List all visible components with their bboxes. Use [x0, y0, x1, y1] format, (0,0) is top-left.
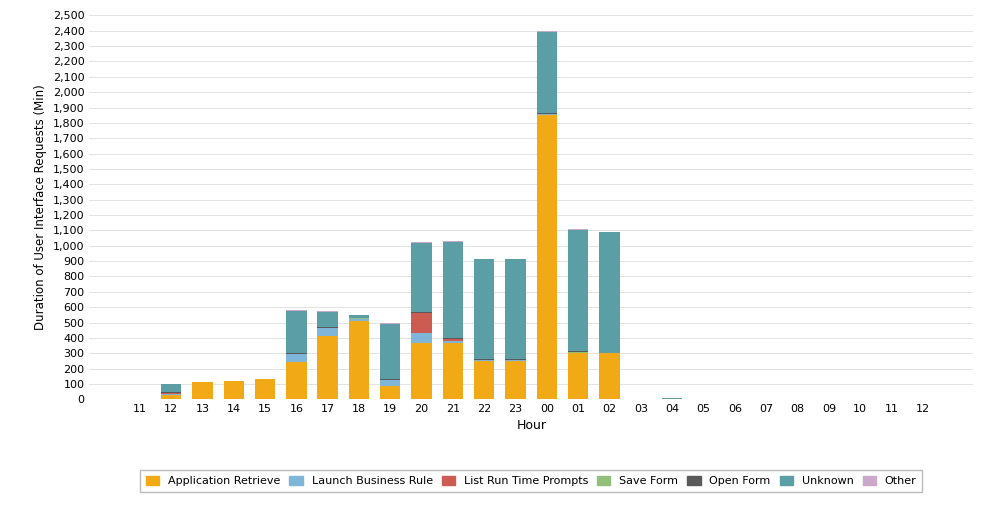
Bar [537, 115, 557, 399]
Bar [443, 343, 463, 399]
Bar [380, 379, 400, 380]
Bar [161, 395, 182, 399]
Bar [568, 230, 589, 351]
Bar [662, 398, 682, 399]
Bar [443, 241, 463, 242]
Y-axis label: Duration of User Interface Requests (Min): Duration of User Interface Requests (Min… [34, 84, 48, 330]
Bar [380, 380, 400, 387]
Bar [600, 353, 620, 399]
Bar [161, 392, 182, 393]
Bar [537, 32, 557, 113]
Bar [349, 321, 369, 399]
Bar [411, 343, 432, 399]
Bar [318, 336, 338, 399]
Bar [568, 229, 589, 230]
Bar [411, 313, 432, 333]
Bar [443, 339, 463, 341]
Bar [318, 328, 338, 336]
Bar [318, 327, 338, 328]
Bar [443, 338, 463, 339]
Bar [568, 352, 589, 353]
Bar [568, 353, 589, 399]
Bar [349, 314, 369, 315]
Bar [443, 341, 463, 343]
Bar [380, 387, 400, 399]
Bar [286, 353, 307, 354]
Bar [537, 113, 557, 114]
Bar [380, 324, 400, 379]
Bar [411, 312, 432, 313]
Bar [161, 393, 182, 394]
Legend: Application Retrieve, Launch Business Rule, List Run Time Prompts, Save Form, Op: Application Retrieve, Launch Business Ru… [140, 470, 922, 492]
Bar [161, 385, 182, 392]
Bar [474, 359, 495, 360]
Bar [286, 354, 307, 361]
Bar [286, 361, 307, 399]
Bar [505, 360, 525, 361]
Bar [505, 361, 525, 399]
Bar [349, 315, 369, 317]
Bar [537, 31, 557, 32]
Bar [411, 242, 432, 243]
Bar [411, 243, 432, 312]
Bar [474, 361, 495, 399]
Bar [380, 323, 400, 324]
Bar [161, 394, 182, 395]
Bar [474, 259, 495, 359]
Bar [568, 351, 589, 352]
Bar [349, 318, 369, 321]
Bar [193, 382, 213, 399]
Bar [600, 232, 620, 353]
Bar [443, 242, 463, 338]
Bar [223, 381, 244, 399]
Bar [318, 311, 338, 327]
Bar [411, 333, 432, 343]
Bar [505, 259, 525, 359]
X-axis label: Hour: Hour [516, 419, 546, 432]
Bar [349, 317, 369, 318]
Bar [286, 311, 307, 353]
Bar [286, 310, 307, 311]
Bar [161, 383, 182, 385]
Bar [474, 360, 495, 361]
Bar [505, 359, 525, 360]
Bar [255, 379, 275, 399]
